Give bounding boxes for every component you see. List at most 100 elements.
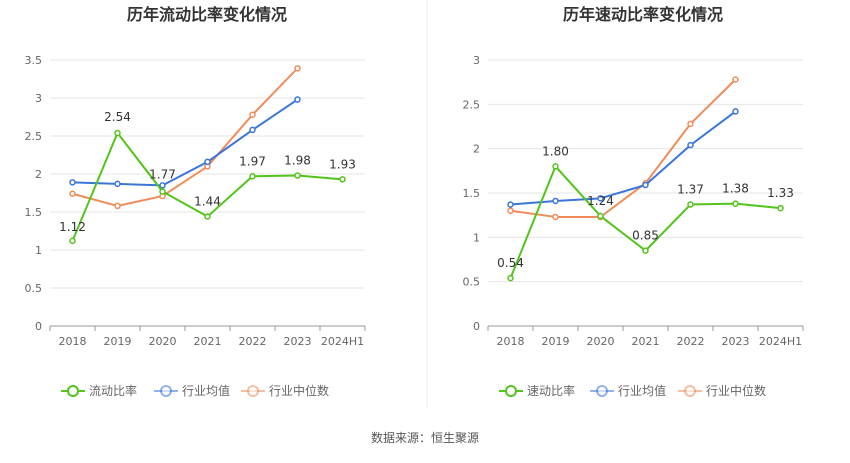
legend-label: 速动比率: [527, 383, 575, 398]
data-label: 1.93: [329, 157, 356, 171]
data-point-main: [159, 188, 166, 195]
legend-swatch-marker: [67, 385, 79, 397]
y-tick-label: 1.5: [25, 206, 43, 219]
data-point-median: [69, 190, 76, 198]
legend-swatch-marker: [247, 385, 259, 397]
x-tick-label: 2019: [542, 335, 570, 348]
y-tick-label: 0: [473, 320, 480, 333]
legend-swatch-marker: [596, 385, 608, 397]
data-point-main: [204, 213, 211, 220]
data-label: 1.33: [767, 186, 794, 200]
data-point-median: [249, 111, 256, 118]
x-tick-label: 2024H1: [321, 335, 364, 348]
data-point-avg: [507, 201, 514, 208]
y-tick-label: 1.5: [463, 187, 481, 200]
data-point-avg: [732, 108, 739, 115]
quick-ratio-chart: 历年速动比率变化情况 0 0.5 1 1.5 2 2.5 3 2018 2019 2020 2021 2…: [463, 5, 804, 398]
legend-swatch-marker: [505, 385, 517, 397]
legend-label: 行业均值: [618, 383, 666, 398]
y-tick-label: 3.5: [25, 54, 43, 67]
data-label: 1.12: [59, 220, 86, 234]
legend-label: 流动比率: [89, 383, 137, 398]
data-point-median: [687, 120, 694, 128]
legend-label: 行业中位数: [269, 383, 329, 398]
y-tick-label: 1: [473, 231, 480, 244]
data-point-main: [69, 237, 76, 245]
series-line-main: [71, 131, 343, 242]
x-tick-label: 2020: [587, 335, 615, 348]
data-point-avg: [204, 158, 211, 166]
data-label: 1.97: [239, 154, 266, 168]
x-tick-label: 2020: [149, 335, 177, 348]
y-tick-label: 2.5: [463, 98, 481, 111]
data-point-main: [777, 204, 784, 212]
data-point-median: [294, 65, 301, 72]
x-tick-label: 2024H1: [759, 335, 802, 348]
data-point-avg: [552, 197, 559, 205]
data-label: 2.54: [104, 110, 131, 124]
data-point-avg: [159, 182, 166, 189]
x-tick-label: 2023: [284, 335, 312, 348]
y-tick-label: 0.5: [25, 282, 43, 295]
data-point-main: [339, 176, 346, 183]
y-tick-label: 3: [35, 92, 42, 105]
data-label: 1.24: [587, 194, 614, 208]
legend-swatch-marker: [684, 385, 696, 397]
y-tick-label: 1: [35, 244, 42, 257]
x-tick-label: 2018: [59, 335, 87, 348]
x-tick-label: 2021: [632, 335, 660, 348]
data-point-median: [732, 76, 739, 83]
series-line-avg: [72, 98, 299, 187]
chart-title: 历年速动比率变化情况: [563, 5, 723, 24]
x-tick-label: 2019: [104, 335, 132, 348]
data-point-main: [114, 129, 121, 137]
legend-swatch-marker: [160, 385, 172, 397]
data-point-avg: [687, 141, 694, 149]
data-point-main: [732, 200, 739, 207]
y-tick-label: 2: [35, 168, 42, 181]
data-point-median: [507, 207, 514, 214]
data-point-main: [507, 274, 514, 282]
data-label: 1.80: [542, 144, 569, 158]
data-label: 1.98: [284, 154, 311, 168]
y-tick-label: 2.5: [25, 130, 43, 143]
data-point-avg: [69, 179, 76, 186]
x-tick-label: 2023: [722, 335, 750, 348]
data-label: 0.54: [497, 256, 524, 270]
y-tick-label: 0.5: [463, 276, 481, 289]
legend-label: 行业均值: [182, 383, 230, 398]
data-point-main: [552, 163, 559, 170]
data-label: 1.37: [677, 183, 704, 197]
chart-title: 历年流动比率变化情况: [127, 5, 287, 24]
x-tick-label: 2021: [194, 335, 222, 348]
data-label: 1.44: [194, 195, 221, 209]
y-tick-label: 3: [473, 54, 480, 67]
x-tick-label: 2022: [239, 335, 267, 348]
x-tick-label: 2022: [677, 335, 705, 348]
data-point-avg: [642, 181, 649, 189]
series-line-median: [510, 78, 737, 218]
data-point-avg: [597, 195, 604, 202]
x-tick-label: 2018: [497, 335, 525, 348]
current-ratio-chart: 历年流动比率变化情况 0 0.5 1 1.5 2 2.5 3 3.5 2018 2019 2020 20…: [25, 5, 366, 398]
series-line-avg: [510, 110, 737, 206]
data-source: 数据来源：恒生聚源: [371, 430, 479, 445]
data-point-avg: [249, 126, 256, 134]
legend-label: 行业中位数: [706, 383, 766, 398]
data-point-main: [597, 212, 604, 220]
data-point-median: [552, 213, 559, 221]
data-label: 0.85: [632, 229, 659, 243]
data-point-main: [249, 173, 256, 180]
y-tick-label: 2: [473, 143, 480, 156]
data-point-avg: [114, 180, 121, 188]
data-label: 1.38: [722, 182, 749, 196]
y-tick-label: 0: [35, 320, 42, 333]
data-label: 1.77: [149, 167, 176, 181]
data-point-avg: [294, 96, 301, 103]
data-point-median: [114, 202, 121, 210]
data-point-main: [642, 247, 649, 254]
series-line-median: [72, 67, 299, 207]
data-point-main: [687, 201, 694, 208]
data-point-main: [294, 172, 301, 179]
